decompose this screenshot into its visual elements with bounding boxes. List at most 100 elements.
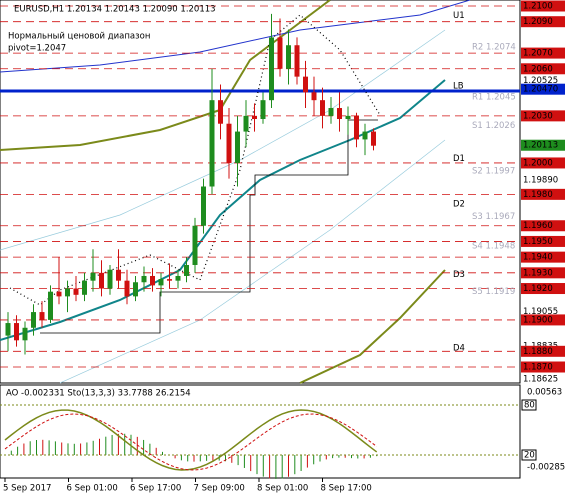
indicator-plots <box>4 409 378 479</box>
sto-main <box>4 409 378 471</box>
price-label: 1.20113 <box>523 141 558 151</box>
price-label-box <box>521 361 565 373</box>
pivot-label: S2 1.1997 <box>472 166 515 176</box>
price-label-box <box>521 345 565 357</box>
candle-body <box>337 108 342 120</box>
candle-body <box>65 288 70 297</box>
candle-body <box>277 37 283 69</box>
candle-body <box>201 186 206 226</box>
candle-body <box>252 115 257 120</box>
pivot-info: pivot=1.2047 <box>8 44 66 54</box>
candle-body <box>5 323 11 336</box>
price-label-box <box>521 220 565 232</box>
indicator-name: Нормальный ценовой диапазон <box>8 32 150 42</box>
box-20 <box>521 449 537 461</box>
pivot-label: S3 1.1967 <box>472 212 515 222</box>
price-label-box <box>521 139 565 151</box>
time-label: 8 Sep 01:00 <box>257 484 308 494</box>
price-label-box <box>521 83 565 95</box>
candle-body <box>90 272 96 281</box>
candle-body <box>124 280 130 297</box>
indicator-pane <box>0 384 521 479</box>
time-label: 6 Sep 01:00 <box>67 484 118 494</box>
price-label-box <box>521 63 565 75</box>
pivot-label: S1 1.2026 <box>472 121 515 131</box>
price-label: 1.20470 <box>523 85 558 95</box>
candle-body <box>294 45 300 77</box>
price-label-box <box>521 314 565 326</box>
level-label: D1 <box>453 154 465 164</box>
candle-body <box>226 123 232 163</box>
price-label-box <box>521 0 565 12</box>
price-label-box <box>521 251 565 263</box>
indicator-80: 80 <box>524 401 535 411</box>
candle-body <box>31 312 36 328</box>
level-label: D4 <box>453 344 465 354</box>
moving-average <box>0 79 446 341</box>
indicator-title: AO -0.002331 Sto(13,3,3) 33.7788 26.2154 <box>6 389 191 399</box>
price-label: 1.1930 <box>523 268 553 278</box>
price-label: 1.1870 <box>523 363 553 373</box>
candle-body <box>362 131 368 140</box>
level-label: D3 <box>453 270 465 280</box>
candle-body <box>286 45 291 69</box>
candle-body <box>133 282 138 297</box>
candle-body <box>320 100 325 116</box>
pivot-label: R1 1.2045 <box>472 93 516 103</box>
pivot-label: S5 1.1919 <box>472 287 515 297</box>
indicator-min: -0.00285 <box>527 463 565 473</box>
candle-body <box>218 100 223 124</box>
candle-body <box>116 269 121 281</box>
indicator-max: 0.00563 <box>527 388 562 398</box>
candle-body <box>73 288 79 295</box>
candle-body <box>141 275 147 283</box>
channel-line <box>0 0 471 73</box>
price-label: 1.2090 <box>523 17 553 27</box>
candle-body <box>371 131 376 146</box>
candle-body <box>354 115 359 140</box>
candle-body <box>158 279 164 286</box>
parabolic-sar <box>9 14 381 306</box>
price-label-box <box>521 47 565 59</box>
candle-body <box>235 131 240 163</box>
candle-body <box>107 269 113 289</box>
candle-body <box>99 272 104 289</box>
symbol-info: EURUSD,H1 1.20134 1.20143 1.20090 1.2011… <box>14 5 216 15</box>
time-label: 6 Sep 17:00 <box>130 484 181 494</box>
time-label: 8 Sep 17:00 <box>321 484 372 494</box>
price-label-box <box>521 188 565 200</box>
indicator-20: 20 <box>524 451 535 461</box>
time-label: 7 Sep 09:00 <box>194 484 245 494</box>
price-label: 1.2100 <box>523 2 553 12</box>
sto-signal <box>4 413 377 471</box>
price-label: 1.19055 <box>523 307 558 317</box>
pivot-label: S4 1.1948 <box>472 242 515 252</box>
candle-body <box>82 280 87 295</box>
candle-body <box>311 92 317 101</box>
candle-body <box>243 115 249 132</box>
candle-body <box>22 327 28 341</box>
price-label: 1.1920 <box>523 284 553 294</box>
candle-body <box>328 108 334 116</box>
candle-body <box>209 100 215 187</box>
price-label: 1.2060 <box>523 64 553 74</box>
box-80 <box>521 399 537 411</box>
price-label: 1.18625 <box>523 374 558 384</box>
level-label: U1 <box>453 11 465 21</box>
price-label: 1.1950 <box>523 237 553 247</box>
candle-body <box>14 323 19 341</box>
candle-body <box>56 291 62 297</box>
range-boxes <box>40 119 378 334</box>
lower-band <box>299 269 446 384</box>
candle-body <box>39 312 45 320</box>
level-label: D2 <box>453 199 465 209</box>
time-label: 5 Sep 2017 <box>3 484 51 494</box>
price-label: 1.1940 <box>523 253 553 263</box>
price-label-box <box>521 235 565 247</box>
price-label: 1.1900 <box>523 315 553 325</box>
candle-body <box>192 225 198 265</box>
candle-body <box>184 264 189 276</box>
price-label-box <box>521 267 565 279</box>
candle-body <box>303 76 308 93</box>
